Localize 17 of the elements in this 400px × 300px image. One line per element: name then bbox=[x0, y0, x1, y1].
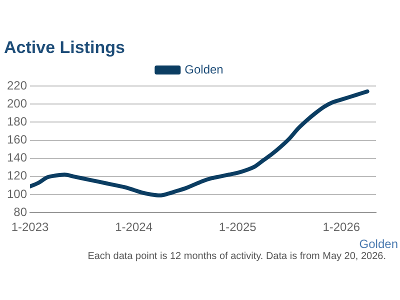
y-tick-label: 100 bbox=[6, 186, 28, 201]
legend-label: Golden bbox=[184, 62, 224, 76]
y-tick-label: 200 bbox=[6, 96, 28, 110]
x-tick-label: 1-2023 bbox=[11, 220, 50, 234]
y-tick-label: 180 bbox=[6, 114, 28, 128]
y-tick-label: 220 bbox=[6, 78, 28, 92]
line-series bbox=[30, 89, 370, 198]
x-tick-label: 1-2026 bbox=[322, 220, 360, 234]
y-tick-label: 140 bbox=[6, 150, 28, 165]
text: Golden bbox=[359, 237, 398, 251]
y-tick-label: 120 bbox=[6, 168, 28, 183]
y-tick-label: 80 bbox=[14, 204, 28, 219]
x-tick-label: 1-2024 bbox=[115, 220, 153, 234]
chart-title: Active Listings bbox=[4, 38, 125, 58]
text: Each data point is 12 months of activity. Data is from May 20, 2026. bbox=[88, 251, 386, 262]
x-tick-label: 1-2025 bbox=[218, 220, 257, 234]
y-tick-label: 160 bbox=[6, 132, 28, 147]
